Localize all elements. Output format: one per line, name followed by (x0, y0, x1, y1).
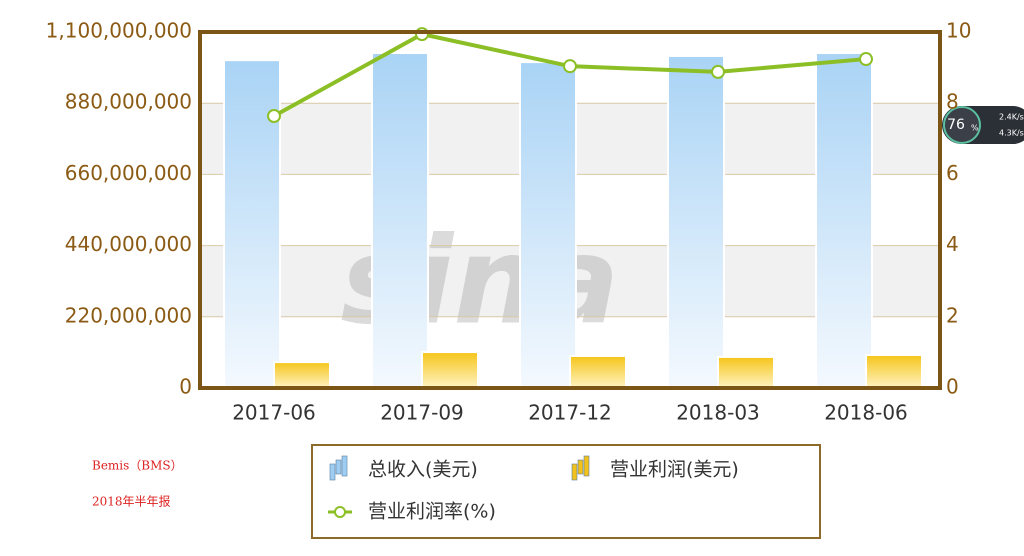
bar (815, 52, 873, 389)
bar (865, 353, 923, 390)
point (267, 109, 281, 124)
bar (717, 355, 775, 389)
legend-label: 营业利润率(%) (368, 501, 496, 523)
widget-up: 2.4K/s (999, 113, 1024, 122)
widget-unit: % (971, 124, 979, 133)
y2-tick-label: 10 (946, 19, 971, 43)
legend-icon (329, 463, 336, 481)
bar (667, 54, 725, 389)
legend-icon (583, 455, 590, 477)
legend-icon (571, 463, 578, 481)
legend-icon (341, 455, 348, 477)
y-tick-label: 1,100,000,000 (46, 19, 192, 43)
x-tick-label: 2018-03 (676, 401, 760, 425)
note: Bemis（BMS） (92, 459, 183, 473)
bar (223, 59, 281, 389)
x-tick-label: 2017-09 (380, 401, 464, 425)
bar (371, 52, 429, 389)
bar (519, 61, 577, 390)
legend-icon (335, 459, 342, 475)
widget-down: 4.3K/s (999, 129, 1024, 138)
x-tick-label: 2017-06 (232, 401, 316, 425)
y2-tick-label: 0 (946, 375, 959, 399)
widget-percent: 76 (947, 117, 965, 133)
legend-label: 营业利润(美元) (610, 459, 739, 481)
plot-frame (198, 30, 942, 390)
x-tick-label: 2017-12 (528, 401, 612, 425)
widget: 76 % 2.4K/s 4.3K/s (942, 106, 1024, 144)
note: 2018年半年报 (92, 494, 171, 509)
x-tick-label: 2018-06 (824, 401, 908, 425)
y-tick-label: 220,000,000 (65, 303, 192, 327)
point (859, 52, 873, 67)
legend-icon (334, 506, 346, 518)
bar (421, 351, 479, 389)
y2-tick-label: 6 (946, 161, 959, 185)
y2-tick-label: 4 (946, 232, 959, 256)
y2-tick-label: 2 (946, 303, 959, 327)
point (415, 27, 429, 42)
bar (569, 354, 627, 389)
point (563, 59, 577, 74)
y2-tick-label: 8 (946, 90, 959, 114)
y-tick-label: 440,000,000 (65, 232, 192, 256)
y-tick-label: 0 (179, 375, 192, 399)
y-tick-label: 660,000,000 (65, 161, 192, 185)
point (711, 64, 725, 79)
legend-icon (577, 459, 584, 475)
legend-label: 总收入(美元) (368, 459, 478, 481)
legend-box (311, 444, 821, 539)
bar (273, 361, 331, 390)
y-tick-label: 880,000,000 (65, 90, 192, 114)
